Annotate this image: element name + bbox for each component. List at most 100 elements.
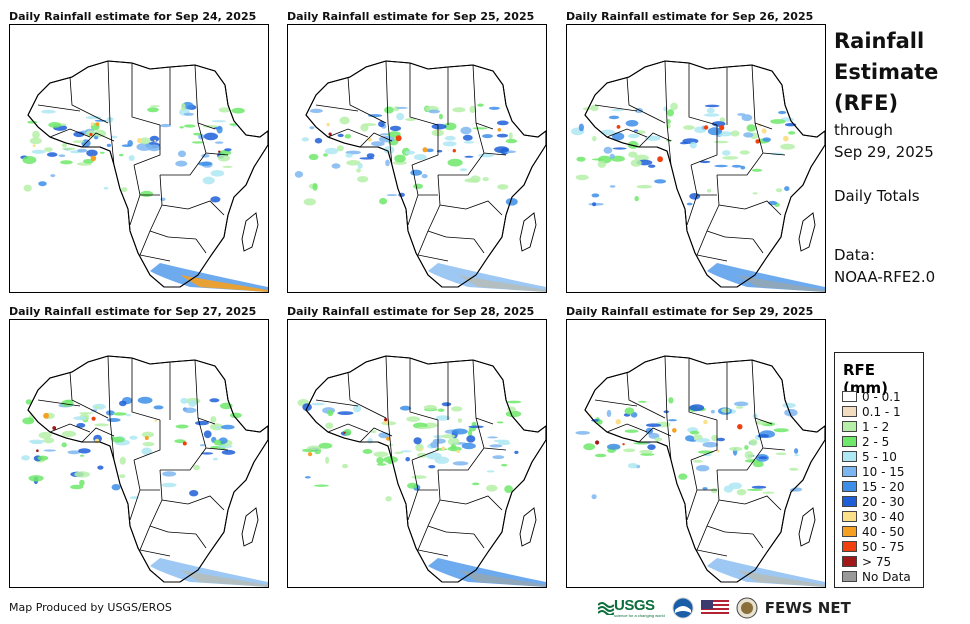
rain-cell xyxy=(314,137,323,144)
rain-cell xyxy=(625,120,639,127)
heavy-rain-cell xyxy=(755,139,760,144)
rain-cell xyxy=(670,102,678,111)
rain-cell xyxy=(111,436,125,443)
country-border xyxy=(197,417,229,451)
heavy-rain-cell xyxy=(218,150,221,153)
legend-label: 5 - 10 xyxy=(862,449,897,464)
rain-cell xyxy=(311,402,325,406)
rain-cell xyxy=(447,158,463,167)
rain-cell xyxy=(393,160,407,165)
rain-cell xyxy=(357,176,369,183)
rain-cell xyxy=(79,479,85,487)
rain-cell xyxy=(149,105,161,108)
rain-cell xyxy=(575,174,589,181)
rain-cell xyxy=(119,400,127,407)
panel-title: Daily Rainfall estimate for Sep 24, 2025 xyxy=(9,10,257,23)
rain-cell xyxy=(704,113,720,117)
rain-cell xyxy=(413,154,427,161)
rain-cell xyxy=(711,487,718,494)
usgs-wave-icon xyxy=(598,602,614,615)
rain-cell xyxy=(486,470,495,473)
rain-cell xyxy=(73,131,85,138)
rain-cell xyxy=(379,197,388,205)
rainfall-map xyxy=(287,319,547,588)
legend-label: 1 - 2 xyxy=(862,419,890,434)
rain-cell xyxy=(378,136,395,143)
rain-cell xyxy=(97,465,104,470)
heavy-rain-cell xyxy=(441,446,445,451)
rain-cell xyxy=(468,429,473,437)
rain-cell xyxy=(94,129,107,137)
heavy-rain-cell xyxy=(182,441,187,446)
rainfall-layer xyxy=(21,396,268,587)
frontal-rain-band xyxy=(150,558,268,587)
country-border xyxy=(475,417,507,451)
heavy-rain-cell xyxy=(95,122,100,126)
rain-cell xyxy=(425,148,434,153)
rain-cell xyxy=(41,109,56,114)
rain-cell xyxy=(703,453,712,457)
rain-cell xyxy=(648,432,660,439)
country-border xyxy=(744,495,782,511)
country-border xyxy=(187,495,225,511)
country-border xyxy=(411,125,439,166)
heavy-rain-cell xyxy=(384,418,388,422)
rainfall-map xyxy=(9,24,269,293)
logo-bar: USGS science for a changing world FEWS N… xyxy=(598,596,858,620)
heavy-rain-cell xyxy=(308,452,313,457)
rain-cell xyxy=(758,456,768,460)
country-border xyxy=(438,447,485,471)
rain-cell xyxy=(443,122,457,131)
rain-cell xyxy=(410,169,423,176)
country-border xyxy=(688,63,718,126)
rain-cell xyxy=(413,183,423,189)
rain-cell xyxy=(119,456,127,465)
rain-cell xyxy=(106,143,112,147)
legend-item: 0 - 0.1 xyxy=(842,389,911,404)
rain-cell xyxy=(744,451,754,459)
rain-cell xyxy=(229,123,237,126)
rain-cell xyxy=(428,465,436,469)
rain-cell xyxy=(29,137,42,145)
rain-cell xyxy=(751,168,763,172)
heavy-rain-cell xyxy=(672,428,677,433)
heavy-rain-cell xyxy=(154,139,157,142)
heavy-rain-cell xyxy=(703,419,708,425)
heavy-rain-cell xyxy=(32,144,36,147)
rain-cell xyxy=(147,144,161,152)
rain-cell xyxy=(337,133,344,138)
legend-swatch xyxy=(842,406,857,417)
rain-cell xyxy=(60,160,73,165)
rain-cell xyxy=(183,112,194,116)
rain-cell xyxy=(360,123,369,132)
country-border xyxy=(717,447,764,471)
rain-cell xyxy=(43,437,55,444)
rain-cell xyxy=(193,132,202,136)
rain-cell xyxy=(636,184,653,189)
rain-cell xyxy=(421,174,428,179)
rain-cell xyxy=(210,170,225,177)
coastline xyxy=(305,355,546,583)
rain-cell xyxy=(679,141,689,145)
rain-cell xyxy=(714,164,728,168)
country-border xyxy=(688,358,718,421)
heavy-rain-cell xyxy=(43,412,49,419)
legend-item: No Data xyxy=(842,569,911,584)
heavy-rain-cell xyxy=(761,128,767,134)
rain-cell xyxy=(452,107,466,113)
legend-swatch xyxy=(842,496,857,507)
rain-cell xyxy=(386,194,398,197)
rain-cell xyxy=(466,435,476,443)
rain-cell xyxy=(689,141,697,149)
rain-cell xyxy=(294,171,304,178)
rain-cell xyxy=(654,437,663,442)
rain-cell xyxy=(199,444,206,447)
country-border xyxy=(606,128,648,138)
rain-cell xyxy=(203,132,218,141)
heavy-rain-cell xyxy=(452,149,456,153)
rain-cell xyxy=(734,401,749,407)
rain-cell xyxy=(94,423,109,427)
legend-swatch xyxy=(842,391,857,402)
country-border xyxy=(473,238,485,254)
rain-cell xyxy=(366,153,375,159)
